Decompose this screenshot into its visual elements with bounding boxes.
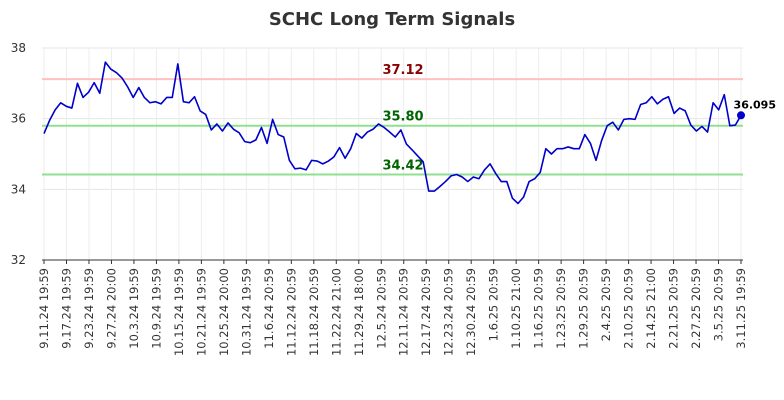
x-tick-label: 1.23.25 20:59: [554, 268, 568, 349]
x-tick-label: 12.11.24 20:59: [397, 268, 411, 356]
x-tick-label: 3.5.25 20:59: [712, 268, 726, 341]
x-tick-label: 12.23.24 20:59: [442, 268, 456, 356]
x-tick-label: 1.29.25 20:59: [577, 268, 591, 349]
x-tick-label: 11.12.24 20:59: [284, 268, 298, 356]
x-tick-label: 12.17.24 20:59: [419, 268, 433, 356]
x-tick-label: 10.9.24 19:59: [149, 268, 163, 349]
x-tick-label: 1.6.25 20:59: [487, 268, 501, 341]
x-tick-label: 3.11.25 19:59: [734, 268, 748, 349]
y-tick-label: 38: [11, 41, 26, 55]
x-tick-label: 10.25.24 20:00: [217, 268, 231, 356]
last-point-marker: [737, 111, 745, 120]
labels: 36.095: [734, 98, 776, 111]
x-tick-label: 2.27.25 20:59: [689, 268, 703, 349]
x-tick-label: 2.10.25 20:59: [622, 268, 636, 349]
reference-label: 37.12: [382, 63, 423, 78]
series-layer: [43, 61, 745, 205]
x-tick-label: 2.14.25 21:00: [644, 268, 658, 349]
x-tick-label: 12.30.24 20:59: [464, 268, 478, 356]
x-tick-label: 11.6.24 20:59: [262, 268, 276, 349]
x-tick-label: 10.31.24 19:59: [239, 268, 253, 356]
x-tick-label: 1.16.25 20:59: [532, 268, 546, 349]
x-tick-label: 2.21.25 20:59: [667, 268, 681, 349]
x-tick-label: 9.11.24 19:59: [37, 268, 51, 349]
x-tick-label: 9.27.24 20:00: [104, 268, 118, 349]
x-tick-label: 11.18.24 20:59: [307, 268, 321, 356]
y-tick-label: 32: [11, 253, 26, 267]
x-tick-label: 10.15.24 19:59: [172, 268, 186, 356]
y-tick-label: 34: [11, 182, 26, 196]
x-tick-label: 10.21.24 19:59: [194, 268, 208, 356]
axes: 32 34 36 38 9.11.24 19:59 9.17.24 19:59 9.23.2…: [11, 41, 748, 356]
x-tick-label: 9.23.24 19:59: [82, 268, 96, 349]
chart-title: SCHC Long Term Signals: [269, 9, 515, 30]
x-tick-label: 11.29.24 18:00: [352, 268, 366, 356]
x-tick-label: 9.17.24 19:59: [59, 268, 73, 349]
y-tick-label: 36: [11, 112, 26, 126]
series-line: [43, 61, 742, 205]
last-value-label: 36.095: [734, 98, 776, 111]
x-tick-label: 1.10.25 21:00: [509, 268, 523, 349]
reference-label: 34.42: [382, 158, 423, 173]
x-tick-label: 12.5.24 20:59: [374, 268, 388, 349]
x-tick-label: 2.4.25 20:59: [599, 268, 613, 341]
x-tick-label: 10.3.24 19:59: [127, 268, 141, 349]
x-tick-label: 11.22.24 21:00: [329, 268, 343, 356]
reference-label: 35.80: [382, 110, 423, 125]
reference-lines: 37.12 35.80 34.42: [42, 63, 743, 176]
